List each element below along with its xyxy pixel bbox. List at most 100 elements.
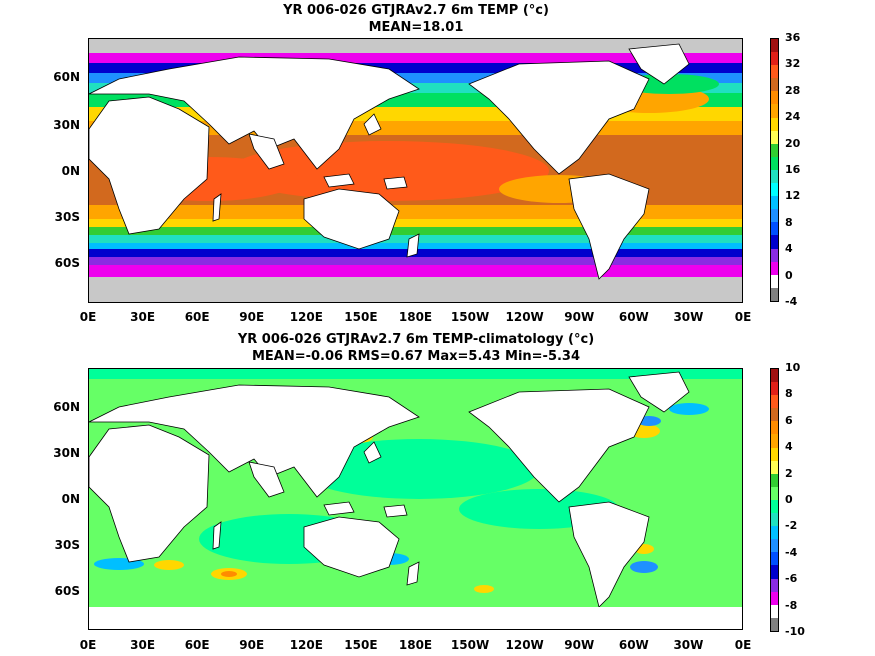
panel1-map: [88, 38, 743, 303]
panel1-lon-tick: 90E: [239, 310, 265, 324]
panel1-colorbar-segment: [771, 248, 778, 262]
panel1-colorbar-label: 12: [785, 189, 801, 203]
panel1-lon-tick: 150E: [344, 310, 378, 324]
panel2-colorbar-segment: [771, 382, 778, 396]
panel2-lon-tick: 90E: [239, 638, 265, 652]
panel1-colorbar-segment: [771, 78, 778, 92]
panel1-colorbar: [770, 38, 779, 302]
panel1-lat-tick: 0N: [61, 164, 80, 178]
panel2-lon-tick: 30E: [130, 638, 156, 652]
panel1-lon-tick: 120E: [289, 310, 323, 324]
panel2-colorbar-segment: [771, 552, 778, 566]
panel2-lat-tick: 0N: [61, 492, 80, 506]
panel1-colorbar-segment: [771, 169, 778, 184]
panel2-colorbar-segment: [771, 565, 778, 579]
panel1-colorbar-segment: [771, 287, 778, 301]
panel2-colorbar-label: -8: [785, 598, 798, 612]
panel2-colorbar-label: 10: [785, 361, 801, 374]
panel1-colorbar-segment: [771, 261, 778, 275]
panel1-colorbar-label: 28: [785, 83, 801, 97]
panel1-colorbar-segment: [771, 39, 778, 53]
panel2-colorbar-label: -4: [785, 545, 798, 559]
panel2-title: YR 006-026 GTJRAv2.7 6m TEMP-climatology…: [237, 332, 595, 347]
panel2-colorbar-segment: [771, 369, 778, 383]
panel1-lon-tick: 60E: [184, 310, 210, 324]
panel1-colorbar-label: 8: [785, 215, 793, 229]
panel2-lon-tick: 0E: [79, 638, 97, 652]
panel1-colorbar-label: 4: [785, 242, 793, 256]
panel2-colorbar-segment: [771, 486, 778, 500]
panel2-colorbar-label: -2: [785, 519, 798, 533]
panel1-colorbar-segment: [771, 52, 778, 66]
panel1-colorbar-label: -4: [785, 295, 798, 308]
panel1-colorbar-label: 0: [785, 268, 793, 282]
panel1-temperature-field: [89, 39, 742, 302]
panel2-colorbar-label: -10: [785, 625, 805, 638]
panel1-lon-tick: 0E: [79, 310, 97, 324]
panel1-lat-tick: 60S: [54, 256, 80, 270]
panel1-lon-tick: 30W: [673, 310, 704, 324]
panel2-lat-tick: 60S: [54, 584, 80, 598]
panel2-lon-tick: 120E: [289, 638, 323, 652]
panel1-lat-tick: 30S: [54, 210, 80, 224]
panel1-lon-tick: 180E: [398, 310, 433, 324]
panel1-lon-tick: 150W: [450, 310, 490, 324]
panel2-colorbar-segment: [771, 617, 778, 631]
panel2-lon-tick: 150W: [450, 638, 490, 652]
panel1-lat-tick: 30N: [53, 118, 80, 132]
panel2-colorbar-segment: [771, 434, 778, 448]
panel1-colorbar-segment: [771, 91, 778, 105]
panel1-title: YR 006-026 GTJRAv2.7 6m TEMP (°c): [283, 3, 549, 18]
panel2-colorbar-segment: [771, 591, 778, 605]
panel1-colorbar-segment: [771, 196, 778, 210]
panel1-colorbar-label: 16: [785, 163, 801, 176]
panel1-colorbar-segment: [771, 143, 778, 157]
panel2-colorbar-label: 4: [785, 440, 793, 454]
panel2-lon-tick: 180E: [398, 638, 433, 652]
panel2-colorbar-label: -6: [785, 572, 798, 586]
panel1-colorbar-segment: [771, 209, 778, 223]
panel2-lon-tick: 90W: [564, 638, 595, 652]
panel1-lon-tick: 60W: [618, 310, 649, 324]
panel2-colorbar-label: 2: [785, 466, 793, 480]
panel2-lon-tick: 60W: [618, 638, 649, 652]
panel1-colorbar-label: 36: [785, 31, 801, 44]
panel1-colorbar-label: 32: [785, 57, 801, 71]
panel1-colorbar-segment: [771, 222, 778, 236]
panel1-lon-tick: 0E: [734, 310, 752, 324]
panel2-anomaly-field: [89, 369, 742, 629]
panel1-lon-tick: 30E: [130, 310, 156, 324]
panel1-colorbar-segment: [771, 183, 778, 197]
panel1-lon-tick: 90W: [564, 310, 595, 324]
panel2-colorbar-segment: [771, 513, 778, 527]
panel2-colorbar-segment: [771, 447, 778, 461]
panel1-mean: MEAN=18.01: [368, 20, 464, 35]
panel2-lat-tick: 30N: [53, 446, 80, 460]
panel1-lat-tick: 60N: [53, 70, 80, 84]
panel2-colorbar-label: 6: [785, 413, 793, 427]
panel2-lat-tick: 30S: [54, 538, 80, 552]
panel2-map: [88, 368, 743, 630]
panel2-lon-tick: 0E: [734, 638, 752, 652]
panel1-colorbar-label: 20: [785, 136, 801, 150]
panel1-colorbar-segment: [771, 156, 778, 170]
panel2-colorbar-segment: [771, 499, 778, 514]
panel2-lon-tick: 150E: [344, 638, 378, 652]
panel1-lon-tick: 120W: [505, 310, 544, 324]
panel2-colorbar-segment: [771, 604, 778, 618]
panel2-colorbar-segment: [771, 473, 778, 487]
panel2-colorbar-segment: [771, 395, 778, 409]
panel2-colorbar-label: 0: [785, 493, 793, 506]
panel2-lat-tick: 60N: [53, 400, 80, 414]
panel2-colorbar-segment: [771, 408, 778, 422]
panel2-colorbar-label: 8: [785, 387, 793, 401]
panel2-colorbar-segment: [771, 460, 778, 474]
panel2-colorbar-segment: [771, 578, 778, 592]
panel2-colorbar-segment: [771, 539, 778, 553]
panel1-colorbar-segment: [771, 130, 778, 144]
panel1-colorbar-segment: [771, 117, 778, 131]
panel2-lon-tick: 30W: [673, 638, 704, 652]
panel2-lon-tick: 120W: [505, 638, 544, 652]
panel2-lon-tick: 60E: [184, 638, 210, 652]
panel1-colorbar-segment: [771, 104, 778, 118]
